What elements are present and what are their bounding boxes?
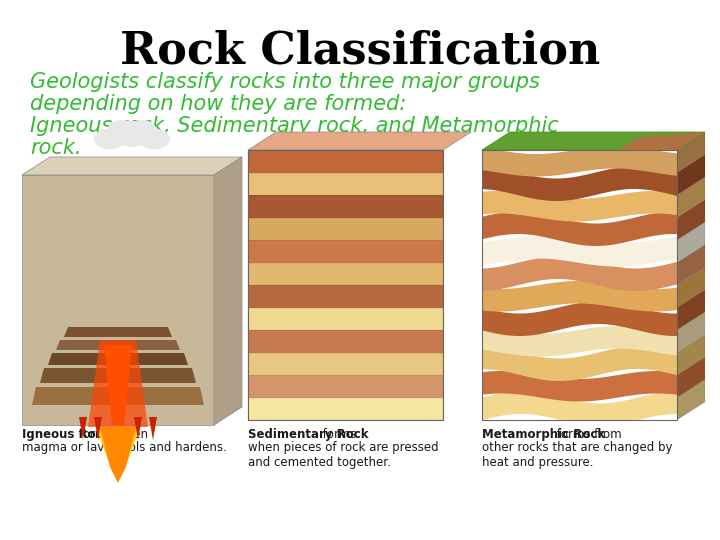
Polygon shape bbox=[443, 380, 471, 420]
Text: Geologists classify rocks into three major groups: Geologists classify rocks into three maj… bbox=[30, 72, 540, 92]
Polygon shape bbox=[482, 150, 677, 177]
Polygon shape bbox=[32, 387, 204, 405]
Polygon shape bbox=[94, 417, 102, 440]
Polygon shape bbox=[677, 154, 705, 195]
Polygon shape bbox=[100, 427, 136, 483]
Polygon shape bbox=[482, 256, 677, 291]
Bar bbox=[248, 330, 443, 353]
Polygon shape bbox=[677, 380, 705, 420]
Text: Rock Classification: Rock Classification bbox=[120, 30, 600, 73]
Polygon shape bbox=[79, 417, 87, 440]
Text: Igneous Rock: Igneous Rock bbox=[22, 428, 110, 441]
Polygon shape bbox=[443, 289, 471, 330]
Polygon shape bbox=[618, 132, 705, 150]
Polygon shape bbox=[134, 417, 142, 440]
Polygon shape bbox=[677, 132, 705, 172]
Polygon shape bbox=[443, 312, 471, 353]
Polygon shape bbox=[443, 245, 471, 285]
Polygon shape bbox=[96, 427, 140, 475]
Bar bbox=[248, 218, 443, 240]
Bar bbox=[248, 353, 443, 375]
Polygon shape bbox=[482, 326, 677, 356]
Polygon shape bbox=[32, 173, 204, 415]
Bar bbox=[248, 195, 443, 218]
Polygon shape bbox=[149, 417, 157, 440]
Text: Metamorphic Rock: Metamorphic Rock bbox=[482, 428, 605, 441]
Polygon shape bbox=[214, 157, 242, 425]
Polygon shape bbox=[443, 199, 471, 240]
Bar bbox=[248, 307, 443, 330]
Polygon shape bbox=[104, 345, 132, 425]
Polygon shape bbox=[248, 132, 471, 150]
Polygon shape bbox=[482, 191, 677, 221]
Ellipse shape bbox=[112, 121, 152, 147]
Bar bbox=[248, 375, 443, 397]
Ellipse shape bbox=[128, 120, 156, 138]
Bar bbox=[248, 172, 443, 195]
Polygon shape bbox=[677, 245, 705, 285]
Ellipse shape bbox=[138, 129, 170, 150]
Polygon shape bbox=[677, 334, 705, 375]
Polygon shape bbox=[22, 175, 214, 425]
Bar bbox=[248, 240, 443, 262]
Text: magma or lava cools and hardens.: magma or lava cools and hardens. bbox=[22, 441, 227, 454]
Polygon shape bbox=[482, 281, 677, 312]
Polygon shape bbox=[443, 334, 471, 375]
Polygon shape bbox=[88, 340, 148, 427]
Polygon shape bbox=[64, 327, 172, 337]
Polygon shape bbox=[482, 392, 677, 420]
Ellipse shape bbox=[108, 120, 136, 138]
Bar bbox=[248, 150, 443, 420]
Polygon shape bbox=[677, 267, 705, 307]
Polygon shape bbox=[48, 353, 188, 365]
Text: depending on how they are formed:: depending on how they are formed: bbox=[30, 94, 406, 114]
Polygon shape bbox=[443, 154, 471, 195]
Bar bbox=[248, 397, 443, 420]
Polygon shape bbox=[677, 312, 705, 353]
Text: forms from: forms from bbox=[553, 428, 621, 441]
Text: other rocks that are changed by
heat and pressure.: other rocks that are changed by heat and… bbox=[482, 441, 672, 469]
Polygon shape bbox=[443, 222, 471, 262]
Polygon shape bbox=[482, 347, 677, 381]
Text: when pieces of rock are pressed
and cemented together.: when pieces of rock are pressed and ceme… bbox=[248, 441, 438, 469]
Polygon shape bbox=[443, 177, 471, 218]
Polygon shape bbox=[24, 173, 216, 205]
Polygon shape bbox=[482, 132, 705, 150]
Polygon shape bbox=[56, 340, 180, 350]
Polygon shape bbox=[677, 177, 705, 218]
Polygon shape bbox=[482, 212, 677, 246]
Polygon shape bbox=[677, 357, 705, 397]
Text: rock.: rock. bbox=[30, 138, 81, 158]
Polygon shape bbox=[677, 199, 705, 240]
Bar bbox=[248, 262, 443, 285]
Text: Igneous rock, Sedimentary rock, and Metamorphic: Igneous rock, Sedimentary rock, and Meta… bbox=[30, 116, 559, 136]
Bar bbox=[248, 285, 443, 307]
Polygon shape bbox=[677, 289, 705, 330]
Polygon shape bbox=[22, 157, 242, 175]
Polygon shape bbox=[482, 236, 677, 267]
Polygon shape bbox=[443, 357, 471, 397]
Bar bbox=[482, 150, 677, 420]
Polygon shape bbox=[443, 267, 471, 307]
Polygon shape bbox=[40, 368, 196, 383]
Polygon shape bbox=[482, 301, 677, 336]
Text: Sedimentary Rock: Sedimentary Rock bbox=[248, 428, 369, 441]
Polygon shape bbox=[443, 132, 471, 172]
Polygon shape bbox=[482, 166, 677, 201]
Polygon shape bbox=[482, 371, 677, 402]
Text: forms when: forms when bbox=[75, 428, 148, 441]
Text: forms: forms bbox=[319, 428, 356, 441]
Bar bbox=[248, 150, 443, 172]
Ellipse shape bbox=[94, 129, 126, 150]
Polygon shape bbox=[677, 222, 705, 262]
